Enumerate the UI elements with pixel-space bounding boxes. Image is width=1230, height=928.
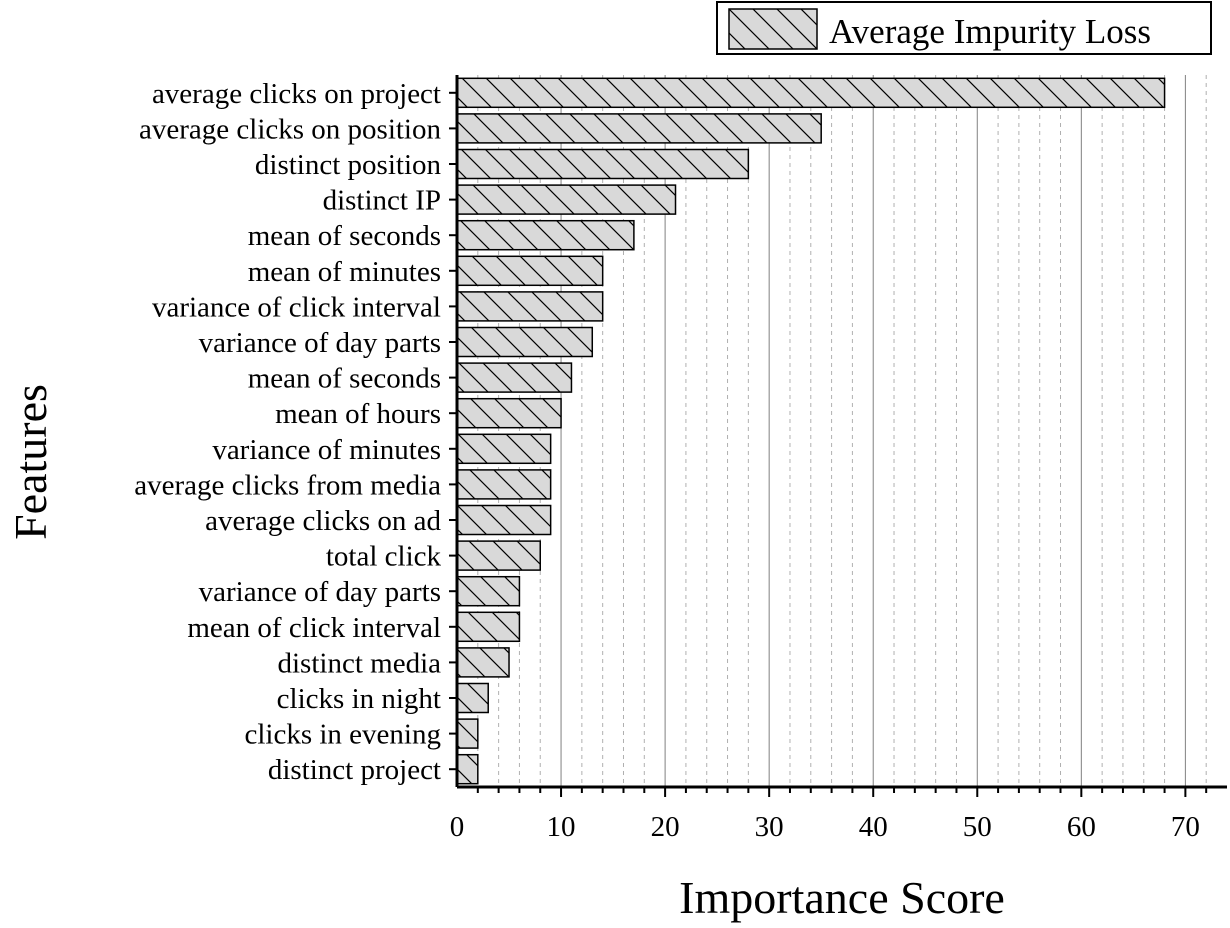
x-tick-label: 50: [963, 811, 992, 843]
category-label: distinct media: [278, 647, 442, 679]
category-label: distinct IP: [323, 185, 441, 217]
bar: [456, 647, 510, 678]
bar: [456, 219, 635, 251]
category-label: variance of day parts: [199, 327, 441, 359]
bar: [456, 148, 750, 180]
category-label: variance of click interval: [152, 291, 441, 323]
category-label: distinct position: [255, 149, 442, 181]
legend: Average Impurity Loss: [716, 1, 1212, 55]
y-axis-title: Features: [5, 384, 56, 540]
x-axis-title: Importance Score: [679, 872, 1005, 923]
x-tick-label: 60: [1067, 811, 1096, 843]
bar: [456, 433, 552, 465]
x-tick-label: 0: [450, 811, 465, 843]
x-tick-label: 40: [859, 811, 888, 843]
bar: [456, 184, 677, 215]
category-label: variance of day parts: [199, 576, 441, 608]
category-label: mean of hours: [275, 398, 441, 430]
category-label: clicks in night: [277, 683, 441, 715]
bar: [456, 753, 479, 785]
bar: [456, 255, 604, 287]
category-label: average clicks on project: [152, 78, 441, 110]
bar: [456, 504, 552, 536]
legend-swatch: [728, 8, 818, 50]
bars-group: [456, 77, 1166, 785]
category-label: mean of minutes: [248, 256, 441, 288]
category-label: average clicks on position: [139, 113, 441, 145]
bar: [456, 718, 479, 749]
category-label: variance of minutes: [212, 434, 441, 466]
category-label: mean of seconds: [248, 220, 441, 252]
category-label: average clicks from media: [134, 469, 441, 501]
category-label: clicks in evening: [244, 719, 441, 751]
grid-lines: [477, 75, 1207, 787]
category-label: mean of click interval: [187, 612, 441, 644]
bar: [456, 469, 552, 500]
bar: [456, 77, 1166, 109]
bar: [456, 682, 489, 714]
x-tick-label: 10: [547, 811, 576, 843]
category-label: distinct project: [268, 754, 441, 786]
bar: [456, 575, 521, 607]
axes-group: [455, 75, 1227, 797]
bar: [456, 362, 573, 393]
bar: [456, 291, 604, 322]
bar: [456, 326, 594, 358]
x-tick-labels: 0 10 20 30 40 50 60 70: [450, 811, 1200, 843]
legend-label: Average Impurity Loss: [829, 12, 1151, 51]
bar: [456, 540, 541, 571]
x-tick-label: 70: [1171, 811, 1200, 843]
bar: [456, 611, 521, 643]
category-label: mean of seconds: [248, 363, 441, 395]
x-tick-label: 20: [651, 811, 680, 843]
x-tick-label: 30: [755, 811, 784, 843]
bar: [456, 113, 822, 144]
bar: [456, 397, 562, 429]
category-label: average clicks on ad: [205, 505, 441, 537]
category-label: total click: [326, 541, 442, 573]
